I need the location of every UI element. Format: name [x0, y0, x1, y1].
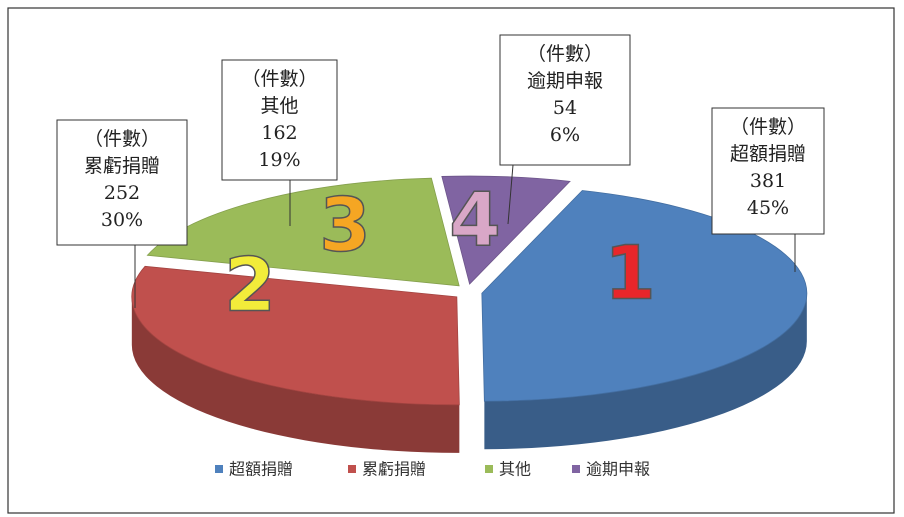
legend-label: 累虧捐贈	[362, 460, 426, 479]
callout-box	[221, 59, 338, 181]
legend-swatch	[485, 465, 493, 473]
slice	[481, 190, 808, 402]
slice-number: 3	[319, 183, 371, 269]
legend-label: 超額捐贈	[229, 460, 293, 479]
legend-label: 逾期申報	[586, 460, 650, 479]
data-label: 6%	[550, 124, 580, 146]
legend-swatch	[572, 465, 580, 473]
legend-swatch	[348, 465, 356, 473]
data-label: 累虧捐贈	[84, 155, 160, 177]
pie	[131, 175, 808, 453]
callout-box	[711, 107, 825, 235]
slice-number: 1	[604, 231, 656, 317]
callout-box	[56, 119, 188, 246]
data-label: 其他	[260, 95, 298, 117]
data-label: 54	[553, 97, 577, 119]
data-label: （件數）	[84, 128, 160, 150]
slice-number: 2	[224, 243, 276, 329]
data-label: （件數）	[527, 43, 603, 65]
data-label: 逾期申報	[527, 70, 603, 92]
callout-box	[499, 34, 631, 166]
slice-side	[484, 293, 807, 450]
slice	[441, 175, 571, 285]
data-label: 30%	[101, 209, 143, 231]
slice-side	[131, 296, 460, 453]
legend-swatch	[215, 465, 223, 473]
slice	[131, 265, 460, 406]
data-label: （件數）	[730, 116, 806, 138]
annotations: （件數） 超額捐贈 381 45% （件數） 累虧捐贈 252 30% （件數） 其他 162 19%…	[56, 34, 825, 479]
legend-label: 其他	[499, 460, 531, 479]
data-label: 45%	[747, 197, 789, 219]
data-label: 252	[104, 182, 140, 204]
data-label: 19%	[258, 149, 300, 171]
data-label: （件數）	[241, 68, 317, 90]
data-label: 381	[750, 170, 786, 192]
leader-line	[507, 164, 514, 225]
slice-number: 4	[449, 178, 501, 264]
data-label: 超額捐贈	[730, 143, 806, 165]
data-label: 162	[261, 122, 297, 144]
